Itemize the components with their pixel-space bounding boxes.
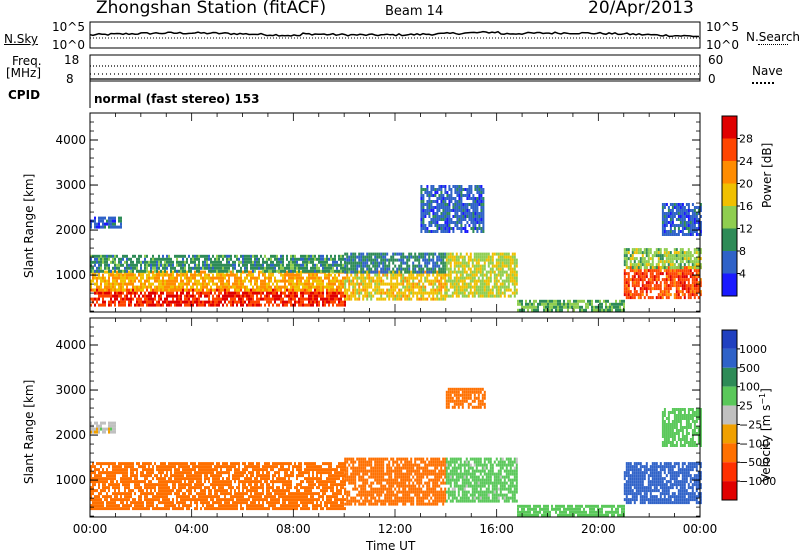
nsearch-tick-top: 10^5 (706, 20, 739, 34)
power-colorbar-swatch-3 (722, 206, 737, 229)
velocity-ytick-label-3000: 3000 (55, 383, 86, 397)
xtick-label-4: 16:00 (479, 522, 514, 536)
velocity-colorbar-swatch-5 (722, 424, 737, 444)
power-colorbar-swatch-7 (722, 116, 737, 139)
velocity-ytick-label-1000: 1000 (55, 473, 86, 487)
velocity-colorbar-swatch-3 (722, 386, 737, 406)
beam-label: Beam 14 (385, 4, 444, 19)
nsearch-legend-line (758, 44, 788, 45)
power-region-4 (344, 252, 447, 274)
velocity-colorbar-label-3: 25 (739, 400, 753, 413)
power-colorbar-swatch-2 (722, 228, 737, 251)
velocity-colorbar-swatch-7 (722, 462, 737, 482)
velocity-colorbar-label-1: 500 (739, 362, 760, 375)
date-label: 20/Apr/2013 (588, 0, 694, 18)
velocity-ytick-label-2000: 2000 (55, 428, 86, 442)
power-region-3 (344, 270, 447, 301)
power-region-11 (661, 203, 702, 236)
power-region-10 (420, 185, 485, 233)
xtick-label-5: 20:00 (581, 522, 616, 536)
xtick-label-3: 12:00 (378, 522, 413, 536)
power-ytick-label-3000: 3000 (55, 178, 86, 192)
freq-tick-bottom: 8 (66, 72, 74, 86)
freq-label-line2: [MHz] (6, 66, 42, 80)
power-ytick-label-1000: 1000 (55, 268, 86, 282)
nsky-tick-top: 10^5 (52, 20, 85, 34)
velocity-colorbar-label-6: −500 (739, 456, 769, 469)
velocity-region-7 (661, 408, 702, 447)
nave-legend-line (752, 82, 774, 84)
velocity-colorbar-swatch-6 (722, 443, 737, 463)
velocity-region-6 (623, 462, 702, 505)
velocity-colorbar-swatch-0 (722, 330, 737, 349)
power-ytick-label-4000: 4000 (55, 133, 86, 147)
power-colorbar-label-2: 12 (739, 223, 753, 236)
power-ytick-label-2000: 2000 (55, 223, 86, 237)
velocity-colorbar-swatch-2 (722, 367, 737, 387)
power-colorbar-label-1: 8 (739, 245, 746, 258)
velocity-region-1 (90, 421, 116, 434)
power-region-1 (90, 270, 346, 292)
velocity-colorbar-label-5: −100 (739, 437, 769, 450)
nsearch-tick-bottom: 10^0 (706, 38, 739, 52)
power-colorbar-label-6: 28 (739, 133, 753, 146)
xtick-label-1: 04:00 (174, 522, 209, 536)
velocity-region-3 (445, 457, 518, 503)
power-colorbar-swatch-0 (722, 273, 737, 296)
power-region-6 (517, 299, 625, 312)
velocity-region-5 (517, 504, 625, 517)
velocity-colorbar-swatch-4 (722, 405, 737, 425)
velocity-region-0 (90, 462, 346, 511)
station-title: Zhongshan Station (fitACF) (96, 0, 327, 18)
velocity-region-2 (344, 457, 447, 506)
power-region-7 (623, 266, 702, 300)
power-region-8 (623, 248, 702, 270)
power-colorbar-swatch-6 (722, 138, 737, 161)
nsky-tick-bottom: 10^0 (52, 38, 85, 52)
velocity-colorbar-label-4: −25 (739, 418, 762, 431)
velocity-colorbar-swatch-8 (722, 481, 737, 500)
power-region-2 (90, 254, 346, 273)
cpid-text: normal (fast stereo) 153 (94, 92, 260, 106)
cpid-label: CPID (8, 88, 41, 102)
nsky-label: N.Sky (4, 32, 39, 46)
velocity-colorbar-frame (721, 329, 738, 501)
nave-tick-bottom: 0 (708, 72, 716, 86)
velocity-colorbar-label-2: 100 (739, 381, 760, 394)
velocity-colorbar-label-0: 1000 (739, 343, 767, 356)
xtick-label-0: 00:00 (73, 522, 108, 536)
power-colorbar-label-4: 20 (739, 178, 753, 191)
velocity-colorbar-label-7: −1000 (739, 475, 776, 488)
power-region-5 (445, 252, 518, 298)
xtick-label-6: 00:00 (683, 522, 718, 536)
velocity-ytick-label-4000: 4000 (55, 338, 86, 352)
power-colorbar-swatch-5 (722, 161, 737, 184)
velocity-region-4 (445, 387, 486, 409)
freq-tick-top: 18 (64, 53, 80, 67)
power-colorbar-swatch-4 (722, 183, 737, 206)
power-colorbar-label-5: 24 (739, 155, 753, 168)
time-xlabel: Time UT (366, 539, 416, 553)
freq-panel-frame (89, 54, 701, 82)
nave-label: Nave (752, 64, 783, 78)
power-colorbar-label-0: 4 (739, 268, 746, 281)
nsearch-label: N.Search (746, 30, 800, 44)
nsky-trace (89, 30, 700, 38)
power-colorbar-label-3: 16 (739, 200, 753, 213)
xtick-label-2: 08:00 (276, 522, 311, 536)
freq-label-line1: Freq. (12, 54, 42, 68)
power-region-9 (90, 216, 122, 229)
nave-tick-top: 60 (708, 53, 724, 67)
velocity-colorbar-swatch-1 (722, 348, 737, 368)
power-colorbar-swatch-1 (722, 251, 737, 274)
